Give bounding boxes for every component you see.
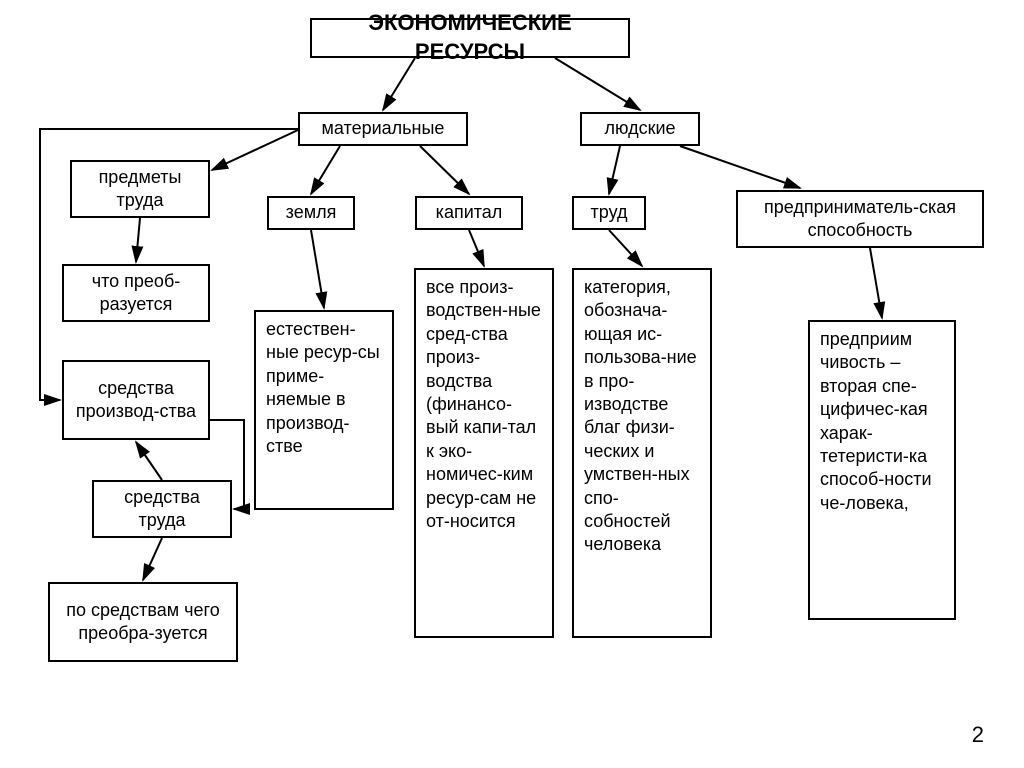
edge-material-capital bbox=[420, 146, 469, 194]
page-number: 2 bbox=[972, 722, 984, 748]
edge-laborobjects-transformed bbox=[136, 218, 140, 262]
edge-capital-desc bbox=[469, 230, 484, 266]
node-human: людские bbox=[580, 112, 700, 146]
node-capital-desc: все произ-водствен-ные сред-ства произ-в… bbox=[414, 268, 554, 638]
node-material: материальные bbox=[298, 112, 468, 146]
node-root: ЭКОНОМИЧЕСКИЕ РЕСУРСЫ bbox=[310, 18, 630, 58]
node-by-means: по средствам чего преобра-зуется bbox=[48, 582, 238, 662]
node-labor: труд bbox=[572, 196, 646, 230]
node-capital: капитал bbox=[415, 196, 523, 230]
node-land-desc: естествен-ные ресур-сы приме-няемые в пр… bbox=[254, 310, 394, 510]
edge-land-desc bbox=[311, 230, 324, 308]
node-transformed: что преоб-разуется bbox=[62, 264, 210, 322]
edge-labor-desc bbox=[609, 230, 642, 266]
node-land: земля bbox=[267, 196, 355, 230]
node-labor-means: средства труда bbox=[92, 480, 232, 538]
edge-labormeans-productionmeans bbox=[136, 442, 162, 480]
edge-material-land bbox=[311, 146, 340, 194]
node-entrepreneur: предприниматель-ская способность bbox=[736, 190, 984, 248]
node-labor-objects: предметы труда bbox=[70, 160, 210, 218]
edge-human-entrepreneur bbox=[680, 146, 800, 188]
node-entrepreneur-desc: предприим чивость – вторая спе-цифичес-к… bbox=[808, 320, 956, 620]
edge-entrepreneur-desc bbox=[870, 248, 882, 318]
edge-material-laborobjects bbox=[212, 130, 298, 170]
node-labor-desc: категория, обознача-ющая ис-пользова-ние… bbox=[572, 268, 712, 638]
edge-human-labor bbox=[609, 146, 620, 194]
node-production-means: средства производ-ства bbox=[62, 360, 210, 440]
edge-labormeans-bymeans bbox=[143, 538, 162, 580]
